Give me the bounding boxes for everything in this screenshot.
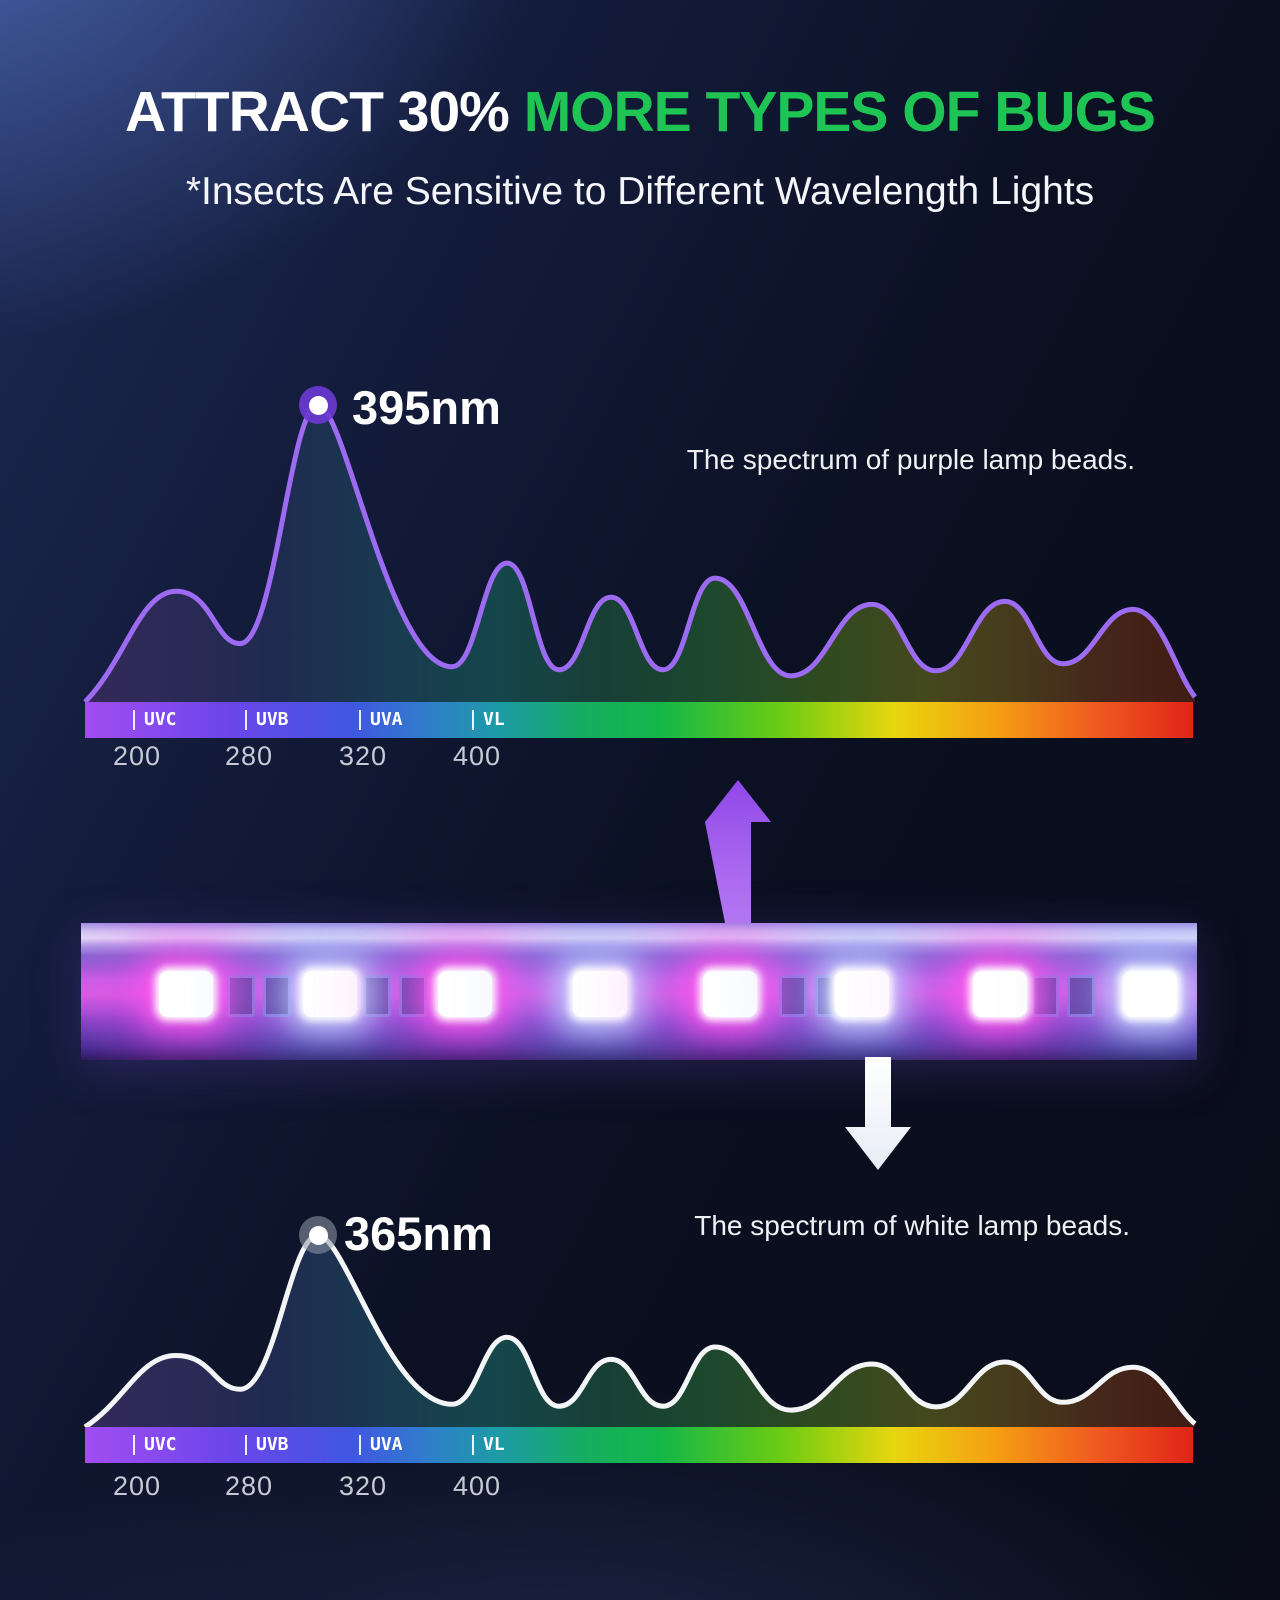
peak-dot-395 <box>308 395 328 415</box>
band-vl: VL <box>472 1435 505 1455</box>
tick-mark <box>472 710 474 730</box>
wavelength-ticks-top: 200 280 320 400 <box>85 741 1193 775</box>
page-subtitle: *Insects Are Sensitive to Different Wave… <box>185 170 1095 213</box>
resistor-chip <box>399 975 427 1017</box>
peak-label-365nm: 365nm <box>344 1207 493 1260</box>
led-magenta <box>438 971 492 1017</box>
peak-label-395nm: 395nm <box>352 381 501 434</box>
tick-320: 320 <box>338 1471 388 1501</box>
led-white <box>1123 971 1177 1017</box>
purple-chart-caption: The spectrum of purple lamp beads. <box>686 444 1135 475</box>
tick-200: 200 <box>112 1471 162 1501</box>
tick-400: 400 <box>452 1471 502 1501</box>
band-label-uvc: UVC <box>144 1434 177 1455</box>
tick-mark <box>245 1435 247 1455</box>
band-vl: VL <box>472 710 505 730</box>
tick-mark <box>359 1435 361 1455</box>
led-magenta <box>703 971 757 1017</box>
resistor-chip <box>263 975 291 1017</box>
peak-dot-365 <box>308 1225 328 1245</box>
wavelength-bar-top: UVC UVB UVA VL <box>85 702 1193 738</box>
white-chart-caption: The spectrum of white lamp beads. <box>694 1210 1130 1241</box>
resistor-chip <box>227 975 255 1017</box>
led-magenta <box>973 971 1027 1017</box>
band-uva: UVA <box>359 710 403 730</box>
band-label-vl: VL <box>483 1434 505 1455</box>
tick-mark <box>359 710 361 730</box>
band-uvb: UVB <box>245 710 289 730</box>
page-title: ATTRACT 30% MORE TYPES OF BUGS <box>0 84 1280 141</box>
led-white <box>835 971 889 1017</box>
white-spectrum-chart <box>85 1232 1195 1427</box>
resistor-chip <box>1067 975 1095 1017</box>
band-label-vl: VL <box>483 709 505 730</box>
band-uvc: UVC <box>133 1435 177 1455</box>
title-green-part: MORE TYPES OF BUGS <box>523 80 1156 144</box>
tick-mark <box>133 1435 135 1455</box>
arrow-down-icon <box>845 1057 911 1170</box>
title-white-part: ATTRACT 30% <box>125 80 510 144</box>
band-uvb: UVB <box>245 1435 289 1455</box>
tick-200: 200 <box>112 741 162 771</box>
band-label-uvb: UVB <box>256 1434 289 1455</box>
band-uvc: UVC <box>133 710 177 730</box>
tick-mark <box>133 710 135 730</box>
resistor-chip <box>363 975 391 1017</box>
band-label-uvb: UVB <box>256 709 289 730</box>
wavelength-ticks-bottom: 200 280 320 400 <box>85 1471 1193 1505</box>
tick-280: 280 <box>224 741 274 771</box>
led-white <box>303 971 357 1017</box>
tick-280: 280 <box>224 1471 274 1501</box>
led-white <box>573 971 627 1017</box>
tick-400: 400 <box>452 741 502 771</box>
band-label-uva: UVA <box>370 1434 403 1455</box>
band-uva: UVA <box>359 1435 403 1455</box>
tick-320: 320 <box>338 741 388 771</box>
arrow-up-icon <box>705 780 771 923</box>
led-strip <box>81 923 1197 1060</box>
band-label-uva: UVA <box>370 709 403 730</box>
band-label-uvc: UVC <box>144 709 177 730</box>
tick-mark <box>472 1435 474 1455</box>
resistor-chip <box>779 975 807 1017</box>
white-spectrum-area <box>85 1235 1195 1427</box>
tick-mark <box>245 710 247 730</box>
wavelength-bar-bottom: UVC UVB UVA VL <box>85 1427 1193 1463</box>
resistor-chip <box>1031 975 1059 1017</box>
led-magenta <box>159 971 213 1017</box>
